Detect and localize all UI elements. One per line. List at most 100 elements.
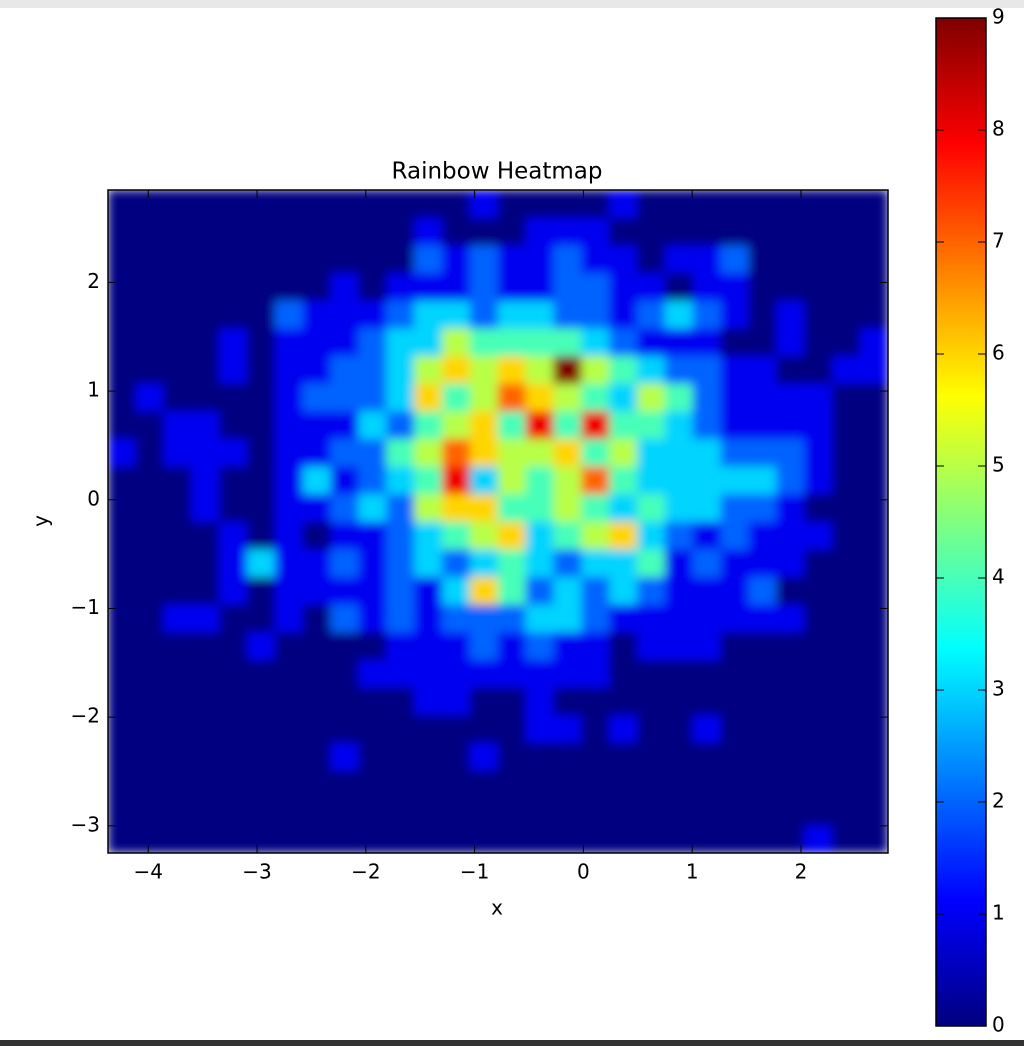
- heat-cell: [720, 272, 750, 301]
- heat-cell: [581, 548, 610, 578]
- heat-cell: [859, 410, 888, 439]
- heat-cell: [414, 217, 443, 246]
- heat-cell: [330, 797, 360, 826]
- heat-cell: [302, 190, 332, 218]
- heat-cell: [386, 383, 415, 412]
- heat-cell: [191, 493, 220, 522]
- heat-cell: [831, 383, 861, 412]
- heat-cell: [581, 714, 610, 743]
- heat-cell: [469, 383, 499, 412]
- heat-cell: [163, 438, 192, 467]
- heat-cell: [664, 300, 694, 329]
- heat-cell: [330, 825, 360, 853]
- heat-cell: [776, 465, 805, 495]
- heat-cell: [692, 190, 722, 218]
- heat-cell: [525, 465, 555, 495]
- heat-cell: [246, 631, 276, 660]
- heat-cell: [776, 686, 805, 716]
- heat-cell: [553, 465, 582, 495]
- heat-cell: [525, 631, 555, 660]
- heat-cell: [804, 769, 833, 799]
- heat-cell: [609, 410, 638, 439]
- heat-cell: [831, 272, 861, 301]
- heat-cell: [302, 797, 332, 826]
- heat-cell: [386, 190, 415, 218]
- heat-cell: [748, 742, 777, 771]
- heat-cell: [191, 410, 220, 439]
- heat-cell: [135, 383, 165, 412]
- heat-cell: [219, 631, 248, 660]
- heat-cell: [302, 742, 332, 771]
- heat-cell: [274, 714, 304, 743]
- heat-cell: [219, 383, 248, 412]
- heat-cell: [330, 686, 360, 716]
- heat-cell: [636, 825, 666, 853]
- heat-cell: [497, 355, 527, 384]
- x-tick-label: 0: [577, 860, 590, 884]
- y-tick-label: 1: [87, 378, 100, 402]
- heat-cell: [497, 825, 527, 853]
- heat-cell: [246, 825, 276, 853]
- heat-cell: [246, 742, 276, 771]
- heat-cell: [386, 410, 415, 439]
- heat-cell: [163, 410, 192, 439]
- heat-cell: [246, 548, 276, 578]
- heat-cell: [831, 797, 861, 826]
- heat-cell: [191, 686, 220, 716]
- heat-cell: [330, 631, 360, 660]
- heat-cell: [776, 797, 805, 826]
- heat-cell: [553, 217, 582, 246]
- heat-cell: [692, 825, 722, 853]
- heat-cell: [330, 300, 360, 329]
- heat-cell: [497, 686, 527, 716]
- heat-cell: [776, 383, 805, 412]
- heat-cell: [609, 355, 638, 384]
- heat-cell: [497, 410, 527, 439]
- heat-cell: [108, 383, 137, 412]
- heat-cell: [692, 493, 722, 522]
- heat-cell: [497, 604, 527, 633]
- heat-cell: [246, 604, 276, 633]
- heat-cell: [636, 493, 666, 522]
- x-tick-label: −1: [460, 860, 489, 884]
- heat-cell: [191, 190, 220, 218]
- heat-cell: [804, 438, 833, 467]
- heat-cell: [191, 659, 220, 688]
- heat-cell: [219, 742, 248, 771]
- heat-cell: [302, 825, 332, 853]
- heat-cell: [358, 300, 387, 329]
- heat-cell: [525, 742, 555, 771]
- heat-cell: [414, 797, 443, 826]
- heat-cell: [386, 300, 415, 329]
- heat-cell: [219, 300, 248, 329]
- heat-cell: [720, 438, 750, 467]
- heat-cell: [720, 217, 750, 246]
- heat-cell: [748, 493, 777, 522]
- heat-cell: [108, 797, 137, 826]
- heat-cell: [302, 631, 332, 660]
- heat-cell: [609, 604, 638, 633]
- heat-cell: [358, 521, 387, 550]
- heat-cell: [804, 659, 833, 688]
- heat-cell: [191, 272, 220, 301]
- heat-cell: [246, 438, 276, 467]
- heat-cell: [553, 797, 582, 826]
- heat-cell: [859, 383, 888, 412]
- heat-cell: [358, 825, 387, 853]
- heat-cell: [274, 604, 304, 633]
- heat-cell: [581, 355, 610, 384]
- heat-cell: [219, 714, 248, 743]
- heat-cell: [553, 493, 582, 522]
- y-tick-label: −2: [71, 704, 100, 728]
- heat-cell: [108, 493, 137, 522]
- heat-cell: [692, 714, 722, 743]
- heat-cell: [191, 631, 220, 660]
- colorbar-tick-label: 3: [992, 677, 1005, 701]
- heat-cell: [664, 410, 694, 439]
- heat-cell: [831, 742, 861, 771]
- heat-cell: [664, 493, 694, 522]
- heat-cell: [274, 742, 304, 771]
- heat-cell: [469, 465, 499, 495]
- heatmap-cells: [108, 190, 888, 853]
- heat-cell: [274, 383, 304, 412]
